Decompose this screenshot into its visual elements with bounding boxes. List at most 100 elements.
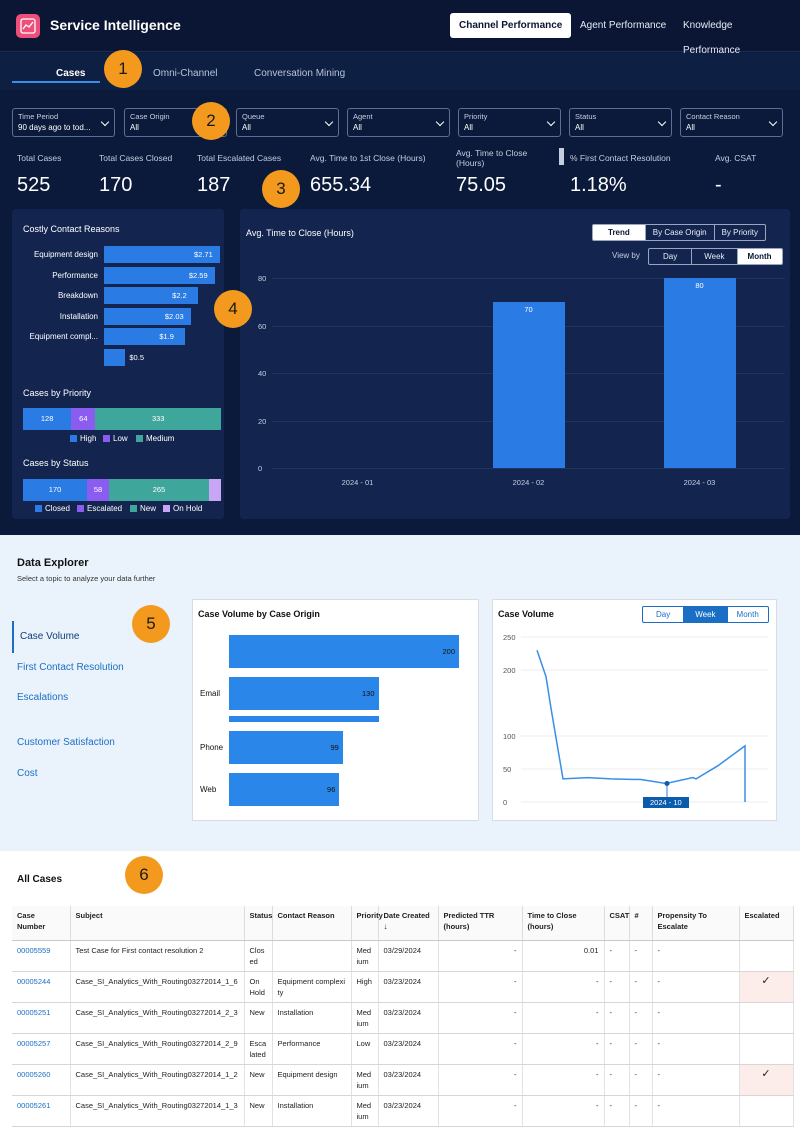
filter-agent[interactable]: Agent All: [347, 108, 450, 137]
column-header[interactable]: Case Number: [12, 906, 71, 941]
column-header[interactable]: Contact Reason: [272, 906, 352, 941]
column-header-label: Time to Close (hours): [527, 911, 577, 931]
toggle-week[interactable]: Week: [683, 607, 727, 622]
toggle-by-case-origin[interactable]: By Case Origin: [644, 225, 714, 240]
origin-bar[interactable]: [229, 731, 343, 764]
filter-contact-reason[interactable]: Contact Reason All: [680, 108, 783, 137]
column-header[interactable]: Time to Close (hours): [522, 906, 605, 941]
x-tick-label: 2024 - 02: [512, 478, 545, 487]
case-number-link[interactable]: 00005257: [12, 1033, 71, 1065]
costly-bar[interactable]: [104, 266, 215, 284]
column-header[interactable]: CSAT: [604, 906, 630, 941]
toggle-month[interactable]: Month: [726, 607, 768, 622]
app-logo: [16, 14, 40, 38]
explorer-nav-first-contact-resolution[interactable]: First Contact Resolution: [17, 662, 124, 673]
explorer-nav-escalations[interactable]: Escalations: [17, 692, 69, 703]
table-row[interactable]: 00005261 Case_SI_Analytics_With_Routing03…: [12, 1095, 794, 1127]
table-row[interactable]: 00005257 Case_SI_Analytics_With_Routing03…: [12, 1033, 794, 1065]
tab-agent-performance[interactable]: Agent Performance: [580, 20, 667, 31]
chart-bar[interactable]: [492, 301, 565, 468]
column-header[interactable]: Predicted TTR (hours): [438, 906, 523, 941]
view-by-month[interactable]: Month: [736, 249, 782, 264]
view-by-day[interactable]: Day: [663, 252, 678, 261]
column-header[interactable]: #: [629, 906, 653, 941]
chart-bar[interactable]: [663, 278, 736, 468]
explorer-nav-cost[interactable]: Cost: [17, 768, 38, 779]
costly-bar-value: $2.2: [172, 291, 187, 300]
filter-status[interactable]: Status All: [569, 108, 672, 137]
table-row[interactable]: 00005244 Case_SI_Analytics_With_Routing03…: [12, 971, 794, 1003]
costly-bar-value: $0.5: [129, 352, 144, 362]
priority-segment[interactable]: 333: [95, 408, 221, 430]
subtab-conversation-mining[interactable]: Conversation Mining: [254, 68, 346, 79]
costly-bar[interactable]: [104, 287, 199, 304]
case-number-link[interactable]: 00005559: [12, 940, 71, 972]
data-explorer-subtitle: Select a topic to analyze your data furt…: [17, 574, 156, 583]
origin-bar[interactable]: [229, 716, 379, 722]
explorer-nav-customer-satisfaction[interactable]: Customer Satisfaction: [17, 737, 115, 748]
column-header[interactable]: Date Created ↓: [378, 906, 439, 941]
table-row[interactable]: 00005260 Case_SI_Analytics_With_Routing03…: [12, 1064, 794, 1096]
filter-queue[interactable]: Queue All: [236, 108, 339, 137]
toggle-day[interactable]: Day: [656, 610, 671, 619]
subtab-cases[interactable]: Cases: [56, 68, 86, 79]
table-cell: -: [438, 940, 523, 972]
table-cell: New: [244, 1064, 273, 1096]
origin-bar[interactable]: [229, 677, 379, 710]
priority-segment[interactable]: 128: [23, 408, 72, 430]
costly-bar[interactable]: [104, 328, 186, 345]
status-segment[interactable]: 170: [23, 479, 88, 501]
filter-time-period[interactable]: Time Period 90 days ago to tod...: [12, 108, 115, 137]
annotation-badge-2: 2: [192, 102, 230, 140]
origin-bar[interactable]: [229, 635, 459, 668]
legend-low: Low: [103, 434, 128, 443]
sort-down-icon[interactable]: ↓: [383, 922, 388, 931]
status-segment[interactable]: [208, 479, 221, 501]
table-row[interactable]: 00005559 Test Case for First contact reso…: [12, 940, 794, 972]
case-number-link[interactable]: 00005251: [12, 1002, 71, 1034]
origin-bar[interactable]: [229, 773, 340, 806]
table-cell: 03/23/2024: [378, 1002, 439, 1034]
table-cell: New: [244, 1095, 273, 1127]
subtab-omni-channel[interactable]: Omni-Channel: [153, 68, 218, 79]
status-segment[interactable]: 265: [108, 479, 209, 501]
costly-bar[interactable]: [104, 348, 126, 366]
filter-priority[interactable]: Priority All: [458, 108, 561, 137]
view-by-week[interactable]: Week: [691, 249, 736, 264]
costly-bar-label: Performance: [52, 270, 98, 280]
case-volume-line[interactable]: [536, 649, 746, 802]
costly-contact-title: Costly Contact Reasons: [23, 224, 120, 234]
costly-bar[interactable]: [104, 246, 220, 263]
column-header[interactable]: Escalated: [739, 906, 794, 941]
table-cell: -: [604, 1002, 630, 1034]
table-row[interactable]: 00005251 Case_SI_Analytics_With_Routing03…: [12, 1002, 794, 1034]
explorer-nav-case-volume[interactable]: Case Volume: [20, 631, 80, 642]
case-volume-line-chart: 0 50 100 200 250: [503, 633, 768, 807]
status-segment[interactable]: 58: [87, 479, 109, 501]
tab-channel-performance[interactable]: Channel Performance: [450, 13, 572, 38]
kpi-fcr-label: % First Contact Resolution: [570, 153, 671, 163]
column-header[interactable]: Subject: [70, 906, 245, 941]
case-number-link[interactable]: 00005260: [12, 1064, 71, 1096]
toggle-trend[interactable]: Trend: [593, 225, 645, 240]
annotation-badge-1: 1: [104, 50, 142, 88]
table-cell: Medium: [351, 1095, 379, 1127]
costly-bar[interactable]: [104, 307, 191, 325]
case-number-link[interactable]: 00005261: [12, 1095, 71, 1127]
column-header-label: Escalated: [744, 911, 780, 920]
tab-knowledge-performance[interactable]: Knowledge Performance: [683, 20, 741, 56]
case-number-link[interactable]: 00005244: [12, 971, 71, 1003]
toggle-by-priority[interactable]: By Priority: [713, 225, 765, 240]
kpi-divider: [559, 148, 564, 165]
y-tick-label: 80: [258, 274, 267, 283]
column-header[interactable]: Priority: [351, 906, 383, 941]
annotation-badge-4: 4: [214, 290, 252, 328]
column-header[interactable]: Status: [244, 906, 273, 941]
active-tab-indicator: [12, 81, 100, 83]
table-cell: -: [629, 1033, 653, 1065]
column-header[interactable]: Propensity To Escalate: [652, 906, 740, 941]
priority-segment[interactable]: 64: [71, 408, 96, 430]
table-cell: -: [629, 971, 653, 1003]
legend-label: Escalated: [87, 504, 123, 513]
table-cell: -: [629, 940, 653, 972]
